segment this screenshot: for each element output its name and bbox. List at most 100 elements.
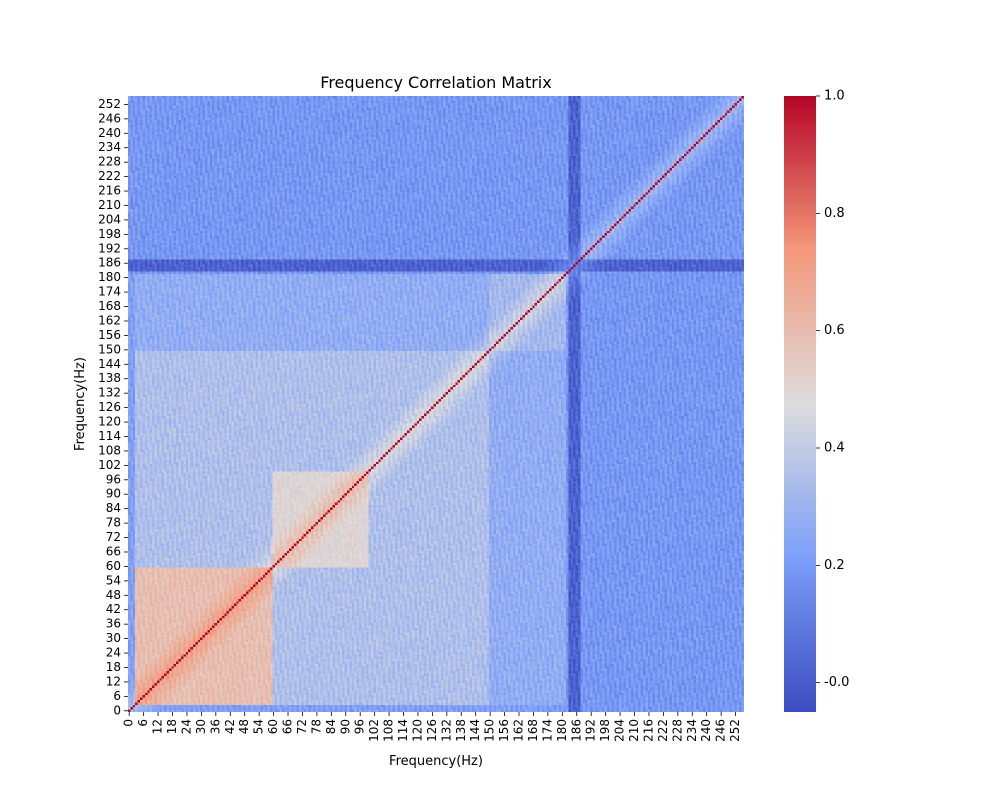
x-tick-label: 12 [151, 719, 165, 734]
y-tick-label: 246 [98, 111, 121, 125]
x-axis-label: Frequency(Hz) [389, 754, 483, 769]
x-tick-label: 186 [569, 719, 583, 742]
y-tick-label: 30 [106, 631, 121, 645]
x-tick-label: 96 [353, 719, 367, 734]
x-tick-label: 48 [237, 719, 251, 734]
y-tick-label: 168 [98, 299, 121, 313]
y-tick-label: 24 [106, 646, 121, 660]
x-tick-label: 84 [324, 719, 338, 734]
x-tick-label: 252 [728, 719, 742, 742]
x-tick-label: 36 [208, 719, 222, 734]
x-tick-label: 72 [295, 719, 309, 734]
y-tick-label: 186 [98, 256, 121, 270]
x-tick-label: 24 [179, 719, 193, 734]
y-tick-label: 156 [98, 328, 121, 342]
y-tick-label: 180 [98, 270, 121, 284]
y-tick-label: 114 [98, 429, 121, 443]
y-tick-label: 84 [106, 501, 121, 515]
x-tick-label: 180 [555, 719, 569, 742]
colorbar-tick-label: 0.2 [824, 558, 845, 573]
x-tick-label: 114 [396, 719, 410, 742]
x-tick-label: 198 [598, 719, 612, 742]
x-tick-label: 54 [252, 719, 266, 734]
y-tick-label: 210 [98, 198, 121, 212]
y-tick-label: 228 [98, 155, 121, 169]
y-tick-label: 126 [98, 400, 121, 414]
x-tick-label: 126 [425, 719, 439, 742]
x-tick-label: 108 [382, 719, 396, 742]
heatmap-cells [128, 96, 744, 712]
x-tick-label: 240 [699, 719, 713, 742]
x-tick-label: 156 [497, 719, 511, 742]
x-tick-label: 60 [266, 719, 280, 734]
x-tick-label: 222 [656, 719, 670, 742]
y-tick-label: 6 [113, 689, 121, 703]
y-tick-label: 66 [106, 544, 121, 558]
y-tick-label: 18 [106, 660, 121, 674]
colorbar-tick-label: -0.0 [824, 675, 849, 690]
y-tick-label: 174 [98, 285, 121, 299]
y-tick-label: 48 [106, 588, 121, 602]
y-tick-label: 78 [106, 516, 121, 530]
x-tick-label: 216 [641, 719, 655, 742]
x-tick-label: 42 [223, 719, 237, 734]
chart-title: Frequency Correlation Matrix [320, 73, 551, 92]
x-tick-label: 204 [613, 719, 627, 742]
y-tick-label: 54 [106, 573, 121, 587]
colorbar-tick-label: 0.6 [824, 323, 845, 338]
x-tick-label: 102 [367, 719, 381, 742]
y-tick-label: 42 [106, 602, 121, 616]
colorbar-tick-label: 0.4 [824, 441, 845, 456]
x-tick-label: 234 [685, 719, 699, 742]
y-tick-label: 204 [98, 212, 121, 226]
y-tick-label: 252 [98, 97, 121, 111]
colorbar [784, 96, 816, 712]
y-tick-label: 150 [98, 342, 121, 356]
x-tick-label: 0 [122, 719, 136, 727]
y-tick-label: 120 [98, 415, 121, 429]
x-tick-label: 30 [194, 719, 208, 734]
x-tick-label: 246 [714, 719, 728, 742]
x-tick-label: 18 [165, 719, 179, 734]
colorbar-axis: -0.0 0.2 0.4 0.6 0.8 1.0 [816, 89, 849, 690]
y-tick-label: 12 [106, 674, 121, 688]
y-tick-label: 0 [113, 703, 121, 717]
colorbar-tick-label: 0.8 [824, 206, 845, 221]
y-tick-label: 36 [106, 617, 121, 631]
y-tick-label: 132 [98, 386, 121, 400]
y-tick-label: 96 [106, 472, 121, 486]
y-axis: 0612182430364248546066727884909610210811… [98, 97, 128, 717]
y-tick-label: 144 [98, 357, 121, 371]
y-tick-label: 60 [106, 559, 121, 573]
x-tick-label: 66 [281, 719, 295, 734]
x-tick-label: 120 [410, 719, 424, 742]
y-tick-label: 234 [98, 140, 121, 154]
x-tick-label: 168 [526, 719, 540, 742]
x-tick-label: 90 [338, 719, 352, 734]
x-tick-label: 150 [483, 719, 497, 742]
y-tick-label: 240 [98, 126, 121, 140]
x-tick-label: 144 [468, 719, 482, 742]
heatmap-image [128, 96, 744, 712]
y-tick-label: 108 [98, 443, 121, 457]
x-tick-label: 162 [512, 719, 526, 742]
y-axis-label: Frequency(Hz) [73, 357, 88, 451]
y-tick-label: 138 [98, 371, 121, 385]
colorbar-tick-label: 1.0 [824, 89, 845, 104]
y-tick-label: 192 [98, 241, 121, 255]
x-tick-label: 210 [627, 719, 641, 742]
x-tick-label: 138 [454, 719, 468, 742]
y-tick-label: 72 [106, 530, 121, 544]
x-axis: 0 6 12 18 24 30 36 42 48 54 60 66 72 78 84 90 96 102 108 11… [122, 712, 742, 742]
y-tick-label: 216 [98, 184, 121, 198]
x-tick-label: 192 [584, 719, 598, 742]
x-tick-label: 132 [439, 719, 453, 742]
y-tick-label: 222 [98, 169, 121, 183]
y-tick-label: 102 [98, 458, 121, 472]
x-tick-label: 6 [136, 719, 150, 727]
x-tick-label: 78 [309, 719, 323, 734]
y-tick-label: 198 [98, 227, 121, 241]
y-tick-label: 162 [98, 313, 121, 327]
